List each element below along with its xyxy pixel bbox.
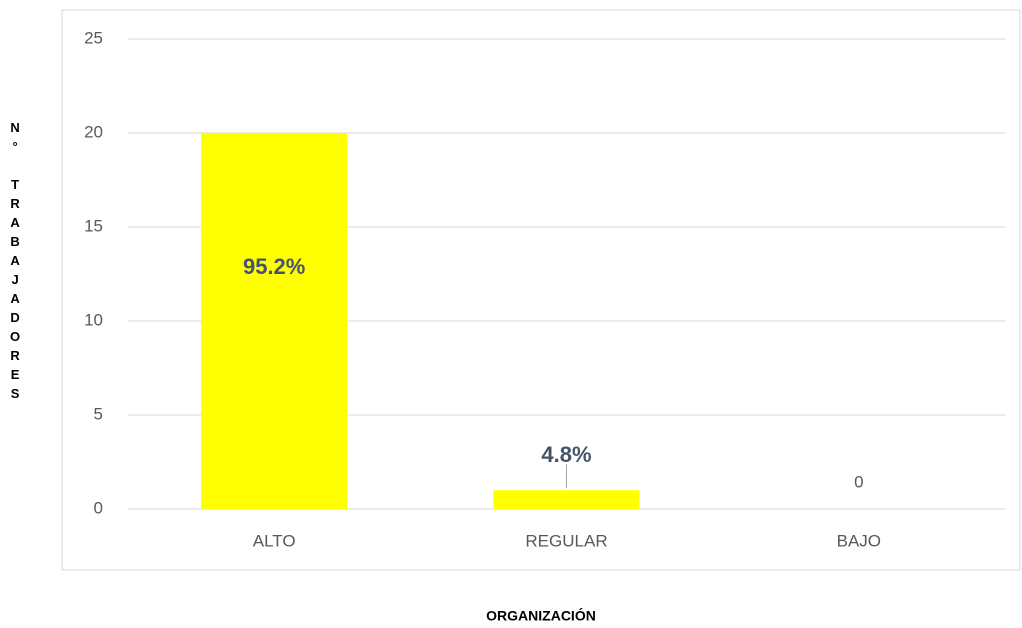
x-tick-label: REGULAR xyxy=(525,531,607,550)
x-tick-label: ALTO xyxy=(253,531,296,550)
y-tick-label: 25 xyxy=(84,28,103,47)
x-tick-label: BAJO xyxy=(837,531,881,550)
y-tick-label: 10 xyxy=(84,310,103,329)
data-label: 0 xyxy=(854,472,863,491)
y-tick-label: 15 xyxy=(84,216,103,235)
x-axis-label: ORGANIZACIÓN xyxy=(486,607,596,624)
bar xyxy=(493,490,640,509)
y-tick-label: 5 xyxy=(94,404,103,423)
bar xyxy=(201,133,348,509)
y-tick-label: 0 xyxy=(94,498,103,517)
y-axis-label: N° TRABAJADORES xyxy=(8,120,23,405)
data-label: 95.2% xyxy=(243,254,305,279)
y-tick-label: 20 xyxy=(84,122,103,141)
data-label: 4.8% xyxy=(541,442,591,467)
